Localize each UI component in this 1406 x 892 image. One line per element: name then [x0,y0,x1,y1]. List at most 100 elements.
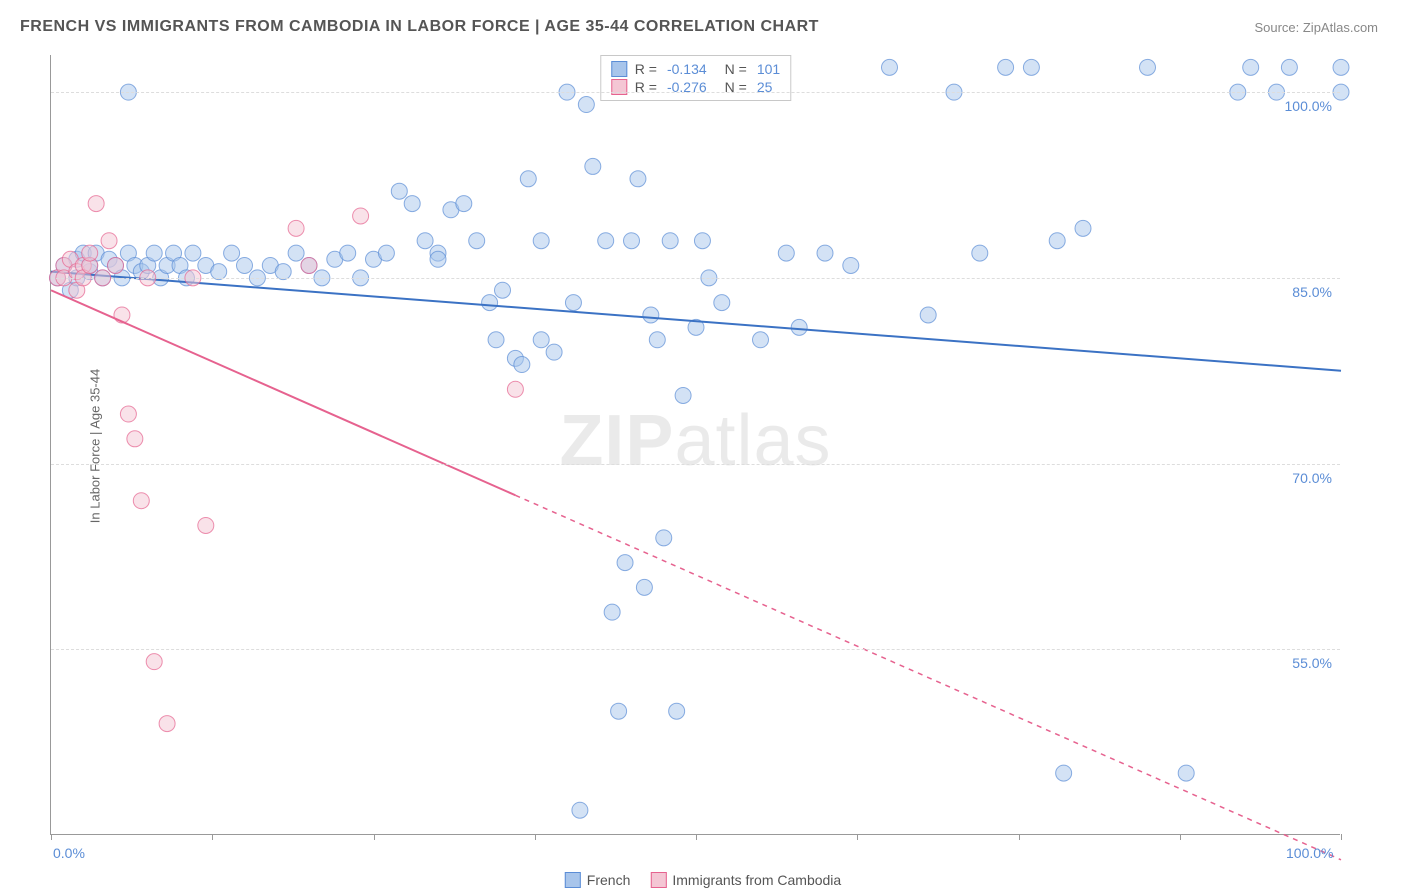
data-point [146,245,162,261]
data-point [669,703,685,719]
data-point [1049,233,1065,249]
x-tick [1341,834,1342,840]
data-point [133,493,149,509]
x-tick [1019,834,1020,840]
plot-area: ZIPatlas R =-0.134N =101R =-0.276N =25 5… [50,55,1340,835]
data-point [533,332,549,348]
data-point [507,381,523,397]
chart-svg [51,55,1340,834]
series-legend: French Immigrants from Cambodia [565,872,841,888]
data-point [159,716,175,732]
legend-item: Immigrants from Cambodia [650,872,841,888]
data-point [120,406,136,422]
data-point [488,332,504,348]
x-tick-label: 100.0% [1286,845,1333,861]
data-point [1243,59,1259,75]
y-tick-label: 85.0% [1292,284,1332,300]
data-point [430,251,446,267]
data-point [753,332,769,348]
data-point [198,517,214,533]
gridline [51,464,1340,465]
data-point [495,282,511,298]
data-point [972,245,988,261]
data-point [611,703,627,719]
gridline [51,649,1340,650]
data-point [127,431,143,447]
data-point [598,233,614,249]
data-point [101,233,117,249]
data-point [694,233,710,249]
data-point [656,530,672,546]
r-label: R = [635,61,657,77]
x-tick [51,834,52,840]
data-point [404,196,420,212]
data-point [456,196,472,212]
data-point [624,233,640,249]
legend-label: Immigrants from Cambodia [672,872,841,888]
data-point [224,245,240,261]
y-tick-label: 55.0% [1292,655,1332,671]
legend-label: French [587,872,631,888]
data-point [1333,59,1349,75]
data-point [288,220,304,236]
data-point [482,295,498,311]
y-tick-label: 70.0% [1292,470,1332,486]
data-point [546,344,562,360]
data-point [604,604,620,620]
legend-swatch [611,61,627,77]
n-value: 101 [757,61,780,77]
data-point [1281,59,1297,75]
data-point [572,802,588,818]
data-point [565,295,581,311]
data-point [817,245,833,261]
data-point [636,579,652,595]
data-point [643,307,659,323]
gridline [51,278,1340,279]
data-point [675,387,691,403]
data-point [82,245,98,261]
data-point [1023,59,1039,75]
data-point [391,183,407,199]
trend-line [51,272,1341,371]
stats-row: R =-0.276N =25 [611,78,780,96]
data-point [417,233,433,249]
x-tick [535,834,536,840]
x-tick [374,834,375,840]
legend-swatch [650,872,666,888]
stats-legend: R = -0.134 N = 101R =-0.276N =25 [600,55,791,101]
data-point [714,295,730,311]
data-point [843,257,859,273]
data-point [533,233,549,249]
data-point [617,555,633,571]
data-point [1140,59,1156,75]
data-point [469,233,485,249]
data-point [1056,765,1072,781]
data-point [578,97,594,113]
data-point [237,257,253,273]
n-label: N = [725,61,747,77]
data-point [378,245,394,261]
stats-row: R = -0.134 N = 101 [611,60,780,78]
data-point [353,208,369,224]
y-tick-label: 100.0% [1285,98,1332,114]
data-point [882,59,898,75]
x-tick [857,834,858,840]
data-point [778,245,794,261]
x-tick [696,834,697,840]
data-point [520,171,536,187]
source-attribution: Source: ZipAtlas.com [1254,20,1378,35]
data-point [998,59,1014,75]
data-point [146,654,162,670]
chart-title: FRENCH VS IMMIGRANTS FROM CAMBODIA IN LA… [20,18,819,36]
x-tick [1180,834,1181,840]
data-point [791,319,807,335]
r-value: -0.134 [667,61,707,77]
legend-swatch [565,872,581,888]
data-point [1178,765,1194,781]
x-tick [212,834,213,840]
legend-item: French [565,872,631,888]
data-point [585,158,601,174]
data-point [662,233,678,249]
data-point [630,171,646,187]
gridline [51,92,1340,93]
